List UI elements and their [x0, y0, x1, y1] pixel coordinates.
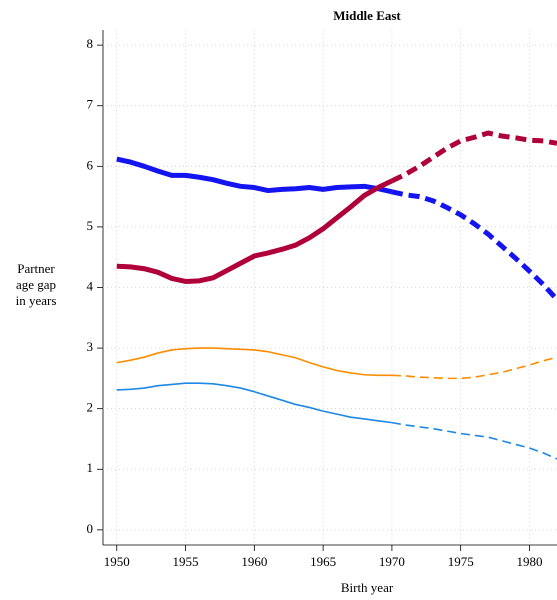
x-tick-label: 1980 [516, 554, 542, 569]
y-tick-label: 0 [87, 521, 94, 536]
series-line [116, 156, 393, 195]
y-tick-label: 8 [87, 36, 94, 51]
series-line [116, 178, 394, 284]
projected-line [391, 189, 557, 302]
x-tick-label: 1970 [379, 554, 405, 569]
x-tick-label: 1955 [173, 554, 199, 569]
chart-title: Middle East [333, 8, 401, 23]
series-line [116, 347, 392, 377]
x-tick-label: 1965 [310, 554, 336, 569]
projected-line [391, 421, 557, 460]
y-tick-label: 4 [87, 278, 94, 293]
y-axis-label: Partner [17, 261, 55, 276]
x-tick-label: 1950 [104, 554, 130, 569]
x-tick-label: 1975 [448, 554, 474, 569]
y-axis-label: in years [16, 293, 57, 308]
y-tick-label: 3 [87, 339, 94, 354]
x-tick-label: 1960 [241, 554, 267, 569]
y-tick-label: 1 [87, 460, 94, 475]
series-line [116, 382, 393, 424]
projected-line [391, 356, 557, 380]
projected-line [390, 130, 557, 184]
y-tick-label: 7 [87, 97, 94, 112]
y-axis-label: age gap [16, 277, 56, 292]
y-tick-label: 5 [87, 218, 94, 233]
y-tick-label: 2 [87, 400, 94, 415]
y-tick-label: 6 [87, 157, 94, 172]
x-axis-label: Birth year [341, 580, 394, 595]
